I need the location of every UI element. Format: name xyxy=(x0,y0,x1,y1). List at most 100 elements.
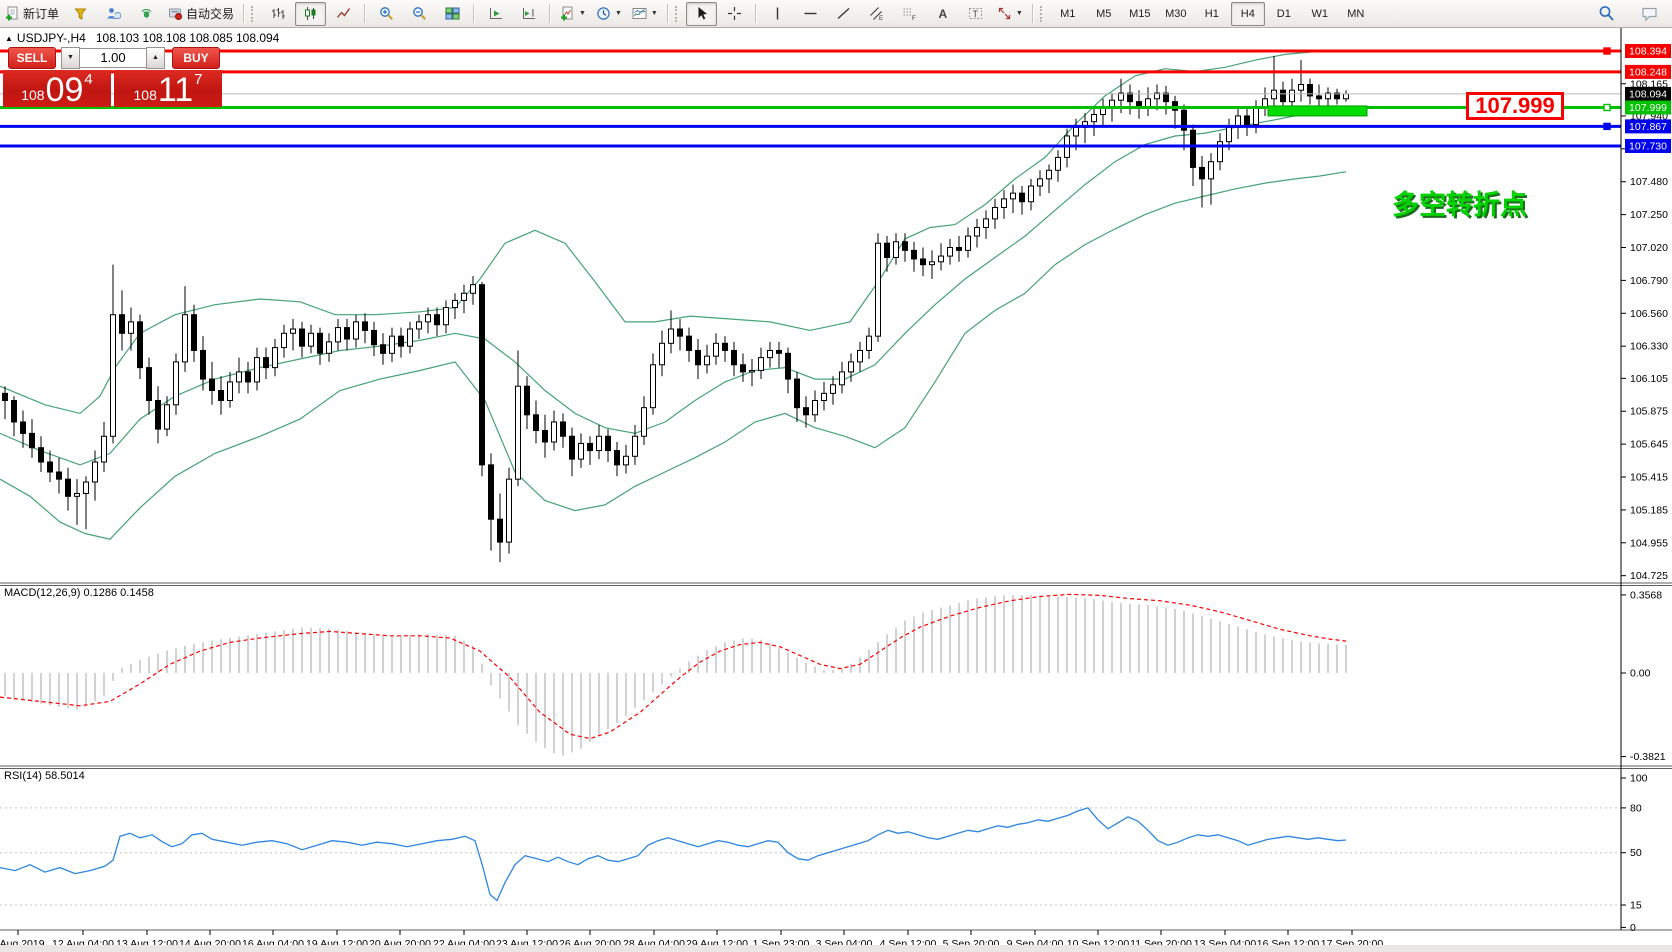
candle-body-down xyxy=(560,421,566,437)
chart-window[interactable]: ▲ USDJPY-,H4 108.103 108.108 108.085 108.0… xyxy=(0,28,1672,952)
candle-body-up xyxy=(83,481,89,494)
price-badge xyxy=(1625,64,1671,79)
rsi-tick-label: 100 xyxy=(1630,773,1648,785)
buy-price-prefix: 108 xyxy=(133,87,157,103)
volume-increase-button[interactable]: ▲ xyxy=(146,46,165,69)
line-anchor-marker[interactable] xyxy=(1603,103,1611,112)
timeframe-mn-label: MN xyxy=(1347,7,1365,20)
timeframe-d1[interactable]: D1 xyxy=(1267,2,1301,26)
new-order-button[interactable]: 新订单 xyxy=(1,2,63,26)
volume-decrease-button[interactable]: ▼ xyxy=(61,46,80,69)
candle-body-up xyxy=(749,369,755,373)
toolbar-drag-handle[interactable] xyxy=(674,5,681,22)
price-callout-label[interactable]: 107.999 xyxy=(1466,92,1564,120)
timeframe-m15[interactable]: M15 xyxy=(1123,2,1157,26)
candle-body-down xyxy=(524,385,530,416)
candle-body-down xyxy=(605,435,611,452)
toolbar-group xyxy=(479,0,545,27)
chart-annotation-text[interactable]: 多空转折点 xyxy=(1392,190,1527,220)
timeframe-w1-label: W1 xyxy=(1311,7,1329,20)
rsi-line xyxy=(0,807,1347,902)
chat-button[interactable] xyxy=(1634,2,1665,26)
candle-body-down xyxy=(20,421,26,434)
autotrade-icon xyxy=(168,6,183,21)
price-tick-label: 104.725 xyxy=(1630,570,1668,582)
search-button[interactable] xyxy=(1591,2,1622,26)
candle-body-down xyxy=(569,435,575,460)
line-anchor-marker[interactable] xyxy=(1603,122,1611,131)
price-badge-label: 107.867 xyxy=(1629,121,1667,133)
fibonacci-button[interactable]: F xyxy=(894,2,925,26)
candle-body-up xyxy=(452,299,458,309)
templates-button[interactable]: ▼ xyxy=(628,2,662,26)
channel-button[interactable]: E xyxy=(861,2,892,26)
sell-button[interactable]: SELL xyxy=(8,46,56,69)
arrows-button[interactable]: ▼ xyxy=(993,2,1027,26)
auto-trading-button[interactable]: 自动交易 xyxy=(164,2,238,26)
candle-body-down xyxy=(1199,166,1205,180)
candle-body-up xyxy=(461,292,467,301)
candle-body-up xyxy=(227,381,233,402)
trendline-button[interactable] xyxy=(828,2,859,26)
macd-pane[interactable] xyxy=(0,583,1621,766)
highlight-rectangle[interactable] xyxy=(1267,105,1368,117)
candle-body-down xyxy=(911,249,917,260)
sell-price-button[interactable]: 108 09 4 xyxy=(3,70,111,107)
candle-body-down xyxy=(1190,129,1196,168)
volume-input[interactable] xyxy=(80,47,146,68)
auto-scroll-button[interactable] xyxy=(480,2,511,26)
timeframe-m1[interactable]: M1 xyxy=(1051,2,1085,26)
candle-body-down xyxy=(65,478,71,497)
main-chart-pane[interactable] xyxy=(0,28,1621,583)
price-badge-label: 108.394 xyxy=(1629,46,1667,58)
toolbar-group: 新订单 自动交易 xyxy=(0,0,239,27)
timeframe-w1[interactable]: W1 xyxy=(1303,2,1337,26)
zoom-in-button[interactable] xyxy=(371,2,402,26)
candle-body-up xyxy=(623,455,629,466)
indicators-button[interactable]: ▼ xyxy=(556,2,590,26)
line-chart-button[interactable] xyxy=(328,2,359,26)
timeframe-h4[interactable]: H4 xyxy=(1230,1,1265,26)
text-label-button[interactable]: T xyxy=(960,2,991,26)
candle-body-up xyxy=(1118,92,1124,101)
chart-canvas[interactable]: 108.165107.940107.710107.480107.250107.0… xyxy=(0,28,1672,952)
buy-price-button[interactable]: 108 11 7 xyxy=(114,70,222,107)
periods-button[interactable]: ▼ xyxy=(592,2,626,26)
buy-button[interactable]: BUY xyxy=(172,46,220,69)
community-button[interactable] xyxy=(98,2,129,26)
tile-windows-button[interactable] xyxy=(437,2,468,26)
candle-body-up xyxy=(965,235,971,251)
line-anchor-marker[interactable] xyxy=(1603,47,1611,55)
chevron-down-icon: ▼ xyxy=(650,10,658,17)
candle-body-up xyxy=(74,492,80,497)
candle-body-down xyxy=(1316,95,1322,100)
cursor-button[interactable] xyxy=(685,1,717,26)
candle-body-down xyxy=(191,314,197,351)
bar-chart-button[interactable] xyxy=(262,2,293,26)
candle-body-up xyxy=(1271,89,1277,100)
timeframe-mn[interactable]: MN xyxy=(1339,2,1373,26)
crosshair-button[interactable] xyxy=(719,2,750,26)
collapse-panel-icon[interactable]: ▲ xyxy=(5,34,13,43)
macd-tick-label: -0.3821 xyxy=(1630,751,1666,763)
candle-body-up xyxy=(848,361,854,373)
zoom-out-button[interactable] xyxy=(404,2,435,26)
text-button[interactable]: A xyxy=(927,2,958,26)
rsi-tick-label: 50 xyxy=(1630,847,1642,859)
candle-body-up xyxy=(983,218,989,228)
depth-button[interactable] xyxy=(65,2,96,26)
toolbar-drag-handle[interactable] xyxy=(1039,5,1046,22)
candle-body-up xyxy=(839,371,845,386)
timeframe-m30[interactable]: M30 xyxy=(1159,2,1193,26)
horizontal-line-button[interactable] xyxy=(795,2,826,26)
candle-body-up xyxy=(992,206,998,220)
chart-shift-button[interactable] xyxy=(513,2,544,26)
candlestick-button[interactable] xyxy=(295,1,327,26)
price-badge-label: 107.999 xyxy=(1629,102,1667,114)
toolbar-drag-handle[interactable] xyxy=(251,5,257,22)
signals-button[interactable] xyxy=(131,2,162,26)
timeframe-m5[interactable]: M5 xyxy=(1087,2,1121,26)
timeframe-h1[interactable]: H1 xyxy=(1195,2,1229,26)
vertical-line-button[interactable] xyxy=(762,2,793,26)
template-icon xyxy=(632,6,647,21)
